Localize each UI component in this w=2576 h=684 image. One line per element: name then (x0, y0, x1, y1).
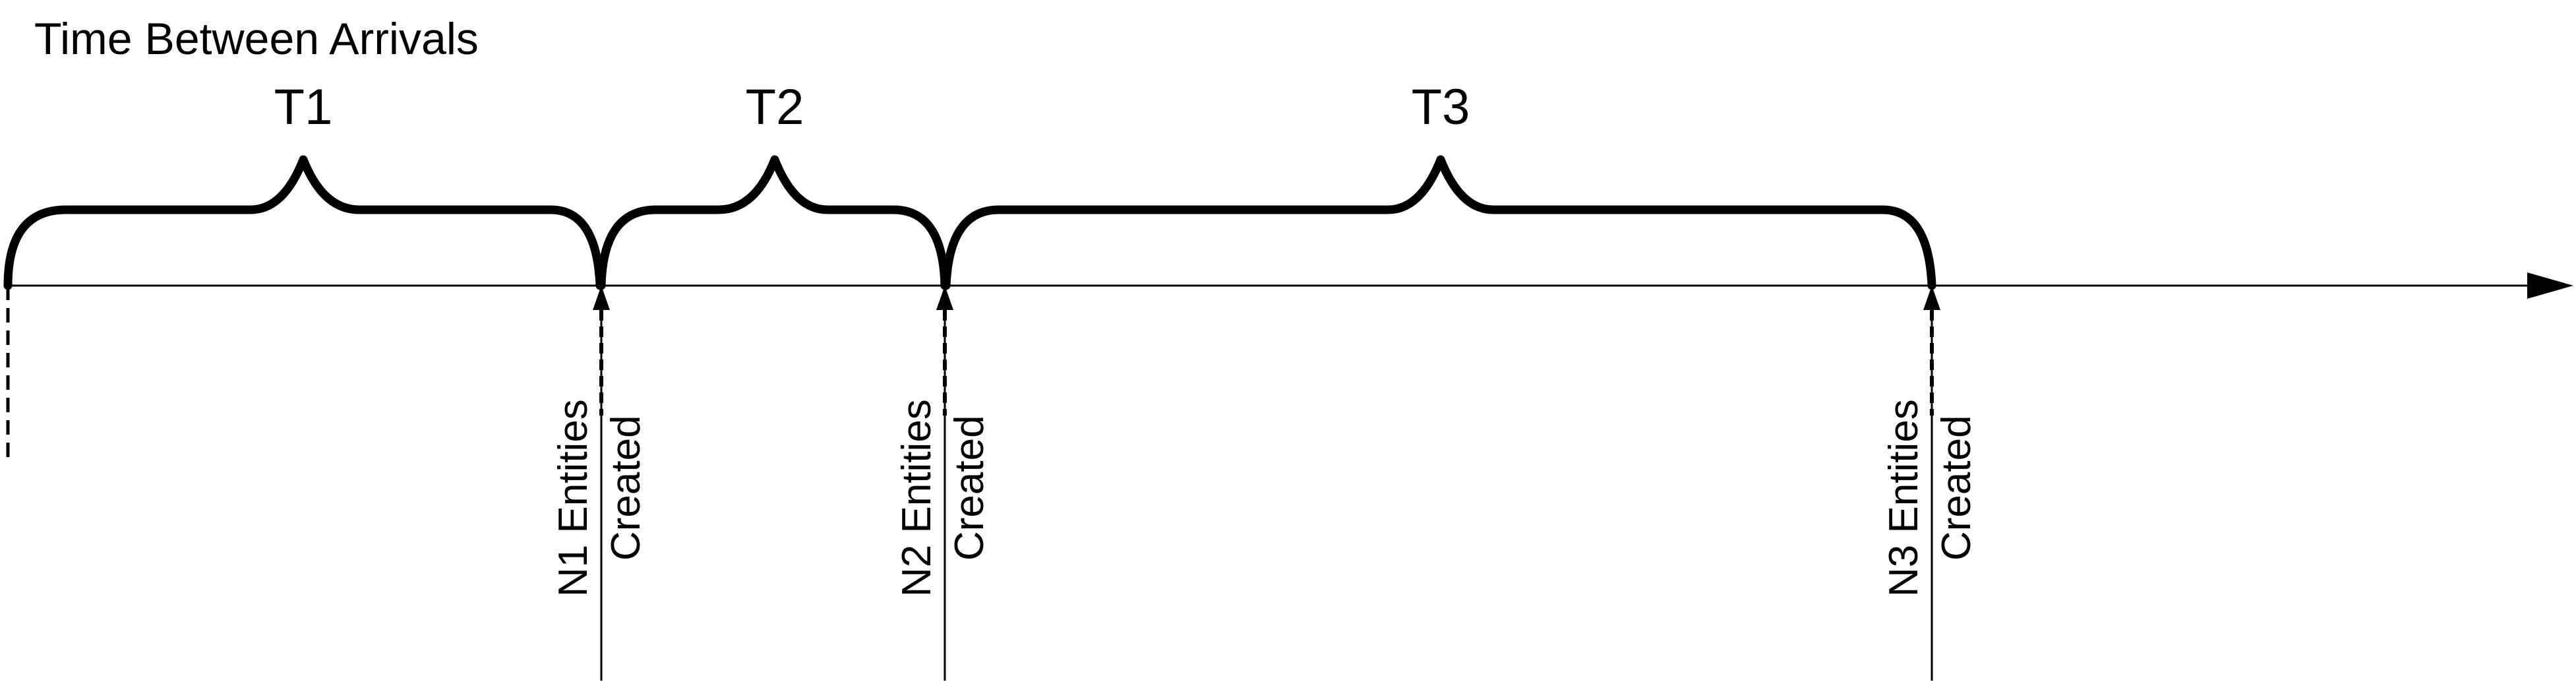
event-arrowhead-n2 (936, 286, 953, 310)
interval-brace-t1 (3, 155, 605, 290)
interval-brace-t2 (597, 155, 949, 290)
event-marker-n1: N1 Entities Created (551, 286, 649, 681)
event-marker-n3: N3 Entities Created (1881, 286, 1979, 681)
interval-label-t1: T1 (274, 79, 333, 135)
event-label-n3-line2: Created (1934, 415, 1979, 561)
event-label-n2-line2: Created (947, 415, 992, 561)
event-label-n1-line1: N1 Entities (551, 399, 596, 597)
event-arrowhead-n3 (1923, 286, 1940, 310)
event-marker-n2: N2 Entities Created (894, 286, 992, 681)
interval-brace-t3 (942, 155, 1936, 290)
event-label-n1-line2: Created (603, 415, 649, 561)
diagram-title: Time Between Arrivals (34, 14, 479, 64)
time-axis-arrowhead (2527, 272, 2573, 299)
event-label-n3-line1: N3 Entities (1881, 399, 1927, 597)
event-label-n2-line1: N2 Entities (894, 399, 940, 597)
interval-label-t2: T2 (746, 79, 804, 135)
event-arrowhead-n1 (593, 286, 610, 310)
interval-label-t3: T3 (1412, 79, 1470, 135)
